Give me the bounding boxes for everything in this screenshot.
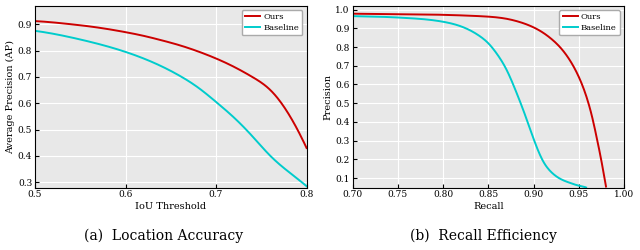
Ours <box>197 51 205 54</box>
Ours <box>31 20 39 22</box>
Baseline <box>349 15 356 18</box>
Ours <box>499 16 506 20</box>
Ours <box>277 101 285 104</box>
Ours <box>192 49 200 52</box>
Text: (b)  Recall Efficiency: (b) Recall Efficiency <box>410 228 557 243</box>
Baseline <box>561 179 568 182</box>
Baseline <box>492 50 499 53</box>
Baseline <box>303 185 310 188</box>
X-axis label: Recall: Recall <box>473 202 504 211</box>
Ours <box>500 17 508 20</box>
Ours <box>303 146 310 150</box>
Baseline <box>192 84 200 87</box>
Baseline <box>31 29 39 32</box>
Ours <box>349 12 357 15</box>
Baseline <box>487 44 495 48</box>
Baseline <box>349 15 357 18</box>
Baseline <box>277 164 285 167</box>
X-axis label: IoU Threshold: IoU Threshold <box>135 202 206 211</box>
Ours <box>32 20 40 23</box>
Y-axis label: Precision: Precision <box>323 74 333 120</box>
Ours <box>349 12 356 15</box>
Y-axis label: Average Precision (AP): Average Precision (AP) <box>6 40 15 154</box>
Line: Baseline: Baseline <box>35 31 307 186</box>
Baseline <box>545 169 553 172</box>
Line: Baseline: Baseline <box>353 16 586 188</box>
Line: Ours: Ours <box>35 21 307 148</box>
Legend: Ours, Baseline: Ours, Baseline <box>559 10 620 35</box>
Legend: Ours, Baseline: Ours, Baseline <box>242 10 303 35</box>
Ours <box>504 18 511 20</box>
Baseline <box>197 88 205 92</box>
Baseline <box>582 186 590 189</box>
Ours <box>260 83 268 86</box>
Baseline <box>260 148 268 150</box>
Line: Ours: Ours <box>353 14 606 186</box>
Text: (a)  Location Accuracy: (a) Location Accuracy <box>84 228 243 243</box>
Ours <box>193 50 200 52</box>
Ours <box>563 53 570 56</box>
Ours <box>602 185 610 188</box>
Baseline <box>193 85 200 88</box>
Baseline <box>32 30 40 32</box>
Baseline <box>488 46 495 48</box>
Ours <box>579 84 586 86</box>
